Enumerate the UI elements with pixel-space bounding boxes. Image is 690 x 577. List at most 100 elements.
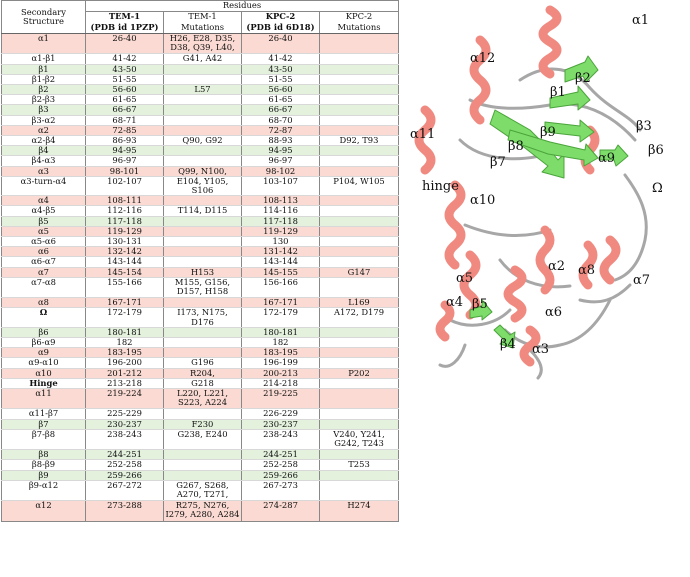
table-row: β5 117-118 117-118 xyxy=(1,216,399,227)
cell-tem-residues: 26-40 xyxy=(85,33,164,55)
cell-tem-mutations xyxy=(163,256,242,268)
cell-tem-residues: 61-65 xyxy=(85,95,164,106)
label-alpha2: α2 xyxy=(548,259,565,274)
cell-kpc-mutations xyxy=(319,94,399,106)
cell-kpc-residues: 119-129 xyxy=(241,226,320,238)
cell-tem-mutations xyxy=(163,64,242,75)
cell-tem-residues: 219-224 xyxy=(85,388,164,410)
label-beta1: β1 xyxy=(550,85,566,100)
label-beta3: β3 xyxy=(636,119,652,134)
label-alpha11: α11 xyxy=(410,127,435,142)
cell-tem-residues: 130-131 xyxy=(85,236,164,248)
cell-tem-residues: 238-243 xyxy=(85,429,164,451)
table-row: Hinge 213-218 G218 214-218 xyxy=(1,378,399,390)
cell-tem-mutations xyxy=(163,347,242,359)
label-alpha5: α5 xyxy=(456,271,473,286)
cell-kpc-residues: 230-237 xyxy=(241,419,320,430)
cell-tem-mutations xyxy=(163,470,242,481)
cell-kpc-mutations xyxy=(319,216,399,227)
cell-kpc-residues: 259-266 xyxy=(241,470,320,481)
cell-kpc-mutations: L169 xyxy=(319,298,399,309)
cell-structure: α2 xyxy=(1,125,86,137)
cell-kpc-residues: 66-67 xyxy=(241,105,320,116)
cell-tem-mutations: G238, E240 xyxy=(163,429,242,451)
cell-kpc-mutations xyxy=(319,104,399,116)
table-body: α1 26-40 H26, E28, D35, D38, Q39, L40, 26-4… xyxy=(1,33,399,522)
table-row: β3 66-67 66-67 xyxy=(1,104,399,116)
cell-kpc-residues: 143-144 xyxy=(241,257,320,268)
label-alpha1: α1 xyxy=(632,13,649,28)
cell-kpc-residues: 167-171 xyxy=(241,298,320,309)
col-header-kpc-mut-sub: Mutations xyxy=(319,22,399,34)
cell-tem-residues: 43-50 xyxy=(85,64,164,75)
cell-structure: β8 xyxy=(1,450,86,461)
cell-tem-residues: 56-60 xyxy=(85,84,164,96)
cell-kpc-mutations xyxy=(319,84,399,96)
table-row: α10 201-212 R204, 200-213 P202 xyxy=(1,368,399,379)
cell-kpc-residues: 43-50 xyxy=(241,64,320,75)
cell-tem-mutations xyxy=(163,155,242,167)
table-row: β7 230-237 F230 230-237 xyxy=(1,419,399,430)
cell-tem-residues: 172-179 xyxy=(85,308,164,328)
cell-tem-mutations: R204, xyxy=(163,368,242,379)
cell-structure: α10 xyxy=(1,368,86,379)
table-row: β6 180-181 180-181 xyxy=(1,327,399,339)
cell-tem-residues: 51-55 xyxy=(85,74,164,86)
cell-kpc-mutations xyxy=(319,277,399,299)
cell-tem-mutations: G196 xyxy=(163,358,242,369)
label-beta7: β7 xyxy=(490,155,506,170)
table-row: α5-α6 130-131 130 xyxy=(1,236,399,248)
cell-structure: β6 xyxy=(1,327,86,339)
cell-tem-mutations: I173, N175, D176 xyxy=(163,308,242,328)
cell-kpc-residues: 238-243 xyxy=(241,429,320,451)
cell-kpc-mutations xyxy=(319,337,399,349)
cell-tem-residues: 155-166 xyxy=(85,277,164,299)
cell-structure: β7-β8 xyxy=(1,429,86,451)
cell-structure: β1 xyxy=(1,64,86,75)
cell-kpc-residues: 156-166 xyxy=(241,277,320,299)
cell-tem-mutations: G267, S268, A270, T271, xyxy=(163,480,242,502)
table-row: β3-α2 68-71 68-70 xyxy=(1,115,399,126)
cell-structure: α2-β4 xyxy=(1,135,86,147)
cell-tem-residues: 145-154 xyxy=(85,267,164,278)
cell-kpc-residues: 182 xyxy=(241,337,320,349)
cell-tem-mutations xyxy=(163,449,242,461)
col-header-kpc: KPC-2 xyxy=(241,11,320,23)
label-alpha9: α9 xyxy=(598,151,615,166)
label-alpha3: α3 xyxy=(532,342,549,357)
table-row: β2 56-60 L57 56-60 xyxy=(1,84,399,96)
cell-tem-residues: 108-111 xyxy=(85,196,164,207)
cell-kpc-mutations xyxy=(319,74,399,86)
cell-kpc-residues: 196-199 xyxy=(241,358,320,369)
cell-tem-mutations: Q90, G92 xyxy=(163,135,242,147)
col-header-kpc-mut: KPC-2 xyxy=(319,11,399,23)
cell-tem-mutations xyxy=(163,216,242,227)
table-row: β1 43-50 43-50 xyxy=(1,64,399,75)
table-row: α4 108-111 108-113 xyxy=(1,196,399,207)
cell-tem-mutations xyxy=(163,408,242,420)
cell-kpc-mutations: H274 xyxy=(319,501,399,522)
label-alpha8: α8 xyxy=(578,263,595,278)
col-header-tem: TEM-1 xyxy=(85,11,164,23)
label-alpha12: α12 xyxy=(470,51,495,66)
cell-tem-residues: 72-85 xyxy=(85,125,164,137)
cell-kpc-residues: 26-40 xyxy=(241,33,320,55)
cell-tem-residues: 68-71 xyxy=(85,115,164,126)
cell-structure: β3 xyxy=(1,105,86,116)
cell-tem-residues: 66-67 xyxy=(85,105,164,116)
table-row: α1 26-40 H26, E28, D35, D38, Q39, L40, 26-4… xyxy=(1,33,399,55)
cell-structure: α3-turn-α4 xyxy=(1,176,86,197)
label-beta6: β6 xyxy=(648,143,664,158)
table-row: α9-α10 196-200 G196 196-199 xyxy=(1,358,399,369)
table-row: α8 167-171 167-171 L169 xyxy=(1,298,399,309)
cell-tem-mutations xyxy=(163,74,242,86)
table-row: α11 219-224 L220, L221, S223, A224 219-225 xyxy=(1,388,399,410)
cell-tem-mutations: Q99, N100, xyxy=(163,166,242,177)
cell-kpc-residues: 183-195 xyxy=(241,348,320,359)
table-row: β9 259-266 259-266 xyxy=(1,470,399,481)
table-row: Ω 172-179 I173, N175, D176 172-179 A172, D17… xyxy=(1,308,399,328)
cell-tem-residues: 230-237 xyxy=(85,419,164,430)
cell-kpc-residues: 226-229 xyxy=(241,409,320,420)
cell-kpc-mutations: P104, W105 xyxy=(319,176,399,197)
cell-kpc-mutations xyxy=(319,64,399,75)
